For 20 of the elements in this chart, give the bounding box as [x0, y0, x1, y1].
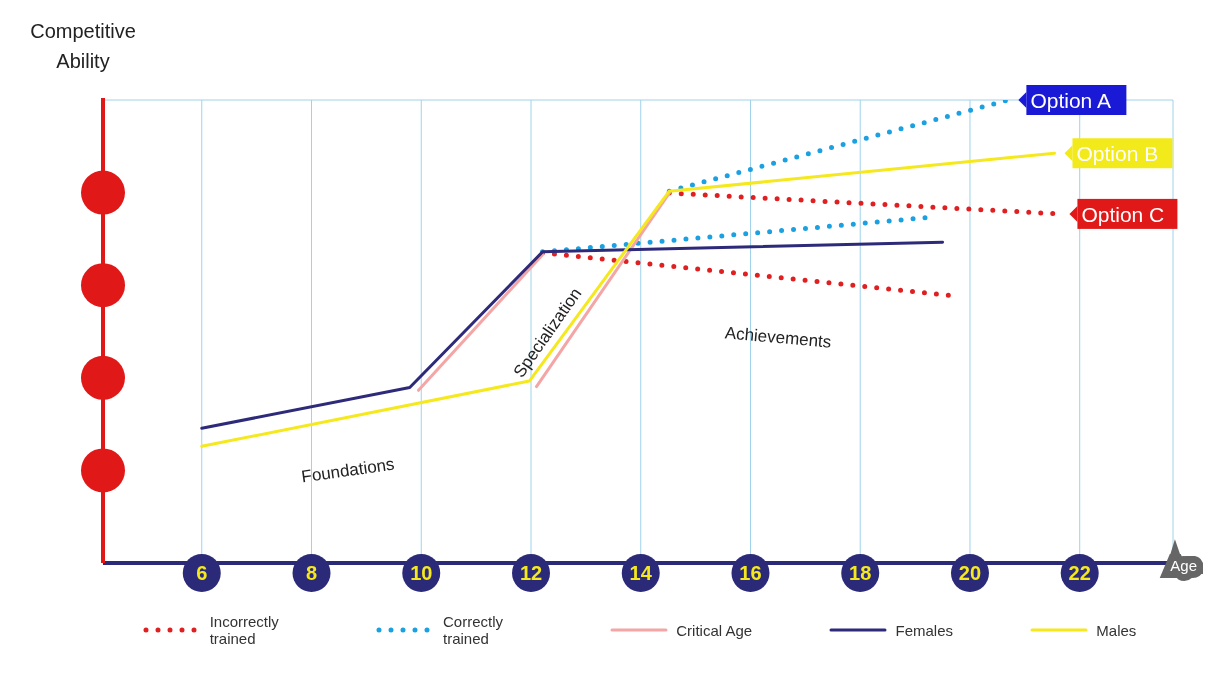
x-tick-label: 8 — [305, 562, 318, 584]
x-tick-label: 6 — [196, 562, 208, 584]
x-tick-label: 14 — [629, 562, 653, 584]
legend-label: Critical Age — [676, 621, 753, 639]
legend-label: Males — [1096, 621, 1137, 639]
x-tick-label: 22 — [1068, 562, 1091, 584]
annotation: Foundations — [300, 454, 396, 488]
annotation: Option C — [1081, 202, 1165, 226]
x-tick-label: 18 — [849, 562, 872, 584]
legend-label: Females — [895, 621, 953, 639]
legend-label: Correctly trained — [442, 613, 504, 647]
x-tick-label: 10 — [410, 562, 433, 584]
annotation: Option A — [1030, 89, 1111, 112]
x-tick-label: 16 — [739, 562, 762, 584]
y-axis-title: Competitive Ability — [29, 19, 137, 74]
annotation: Achievements — [723, 323, 833, 353]
x-tick-label: 12 — [519, 562, 543, 584]
x-tick-label: 20 — [958, 562, 982, 584]
annotation: Option B — [1076, 142, 1159, 166]
legend-label: Incorrectly trained — [209, 613, 280, 647]
